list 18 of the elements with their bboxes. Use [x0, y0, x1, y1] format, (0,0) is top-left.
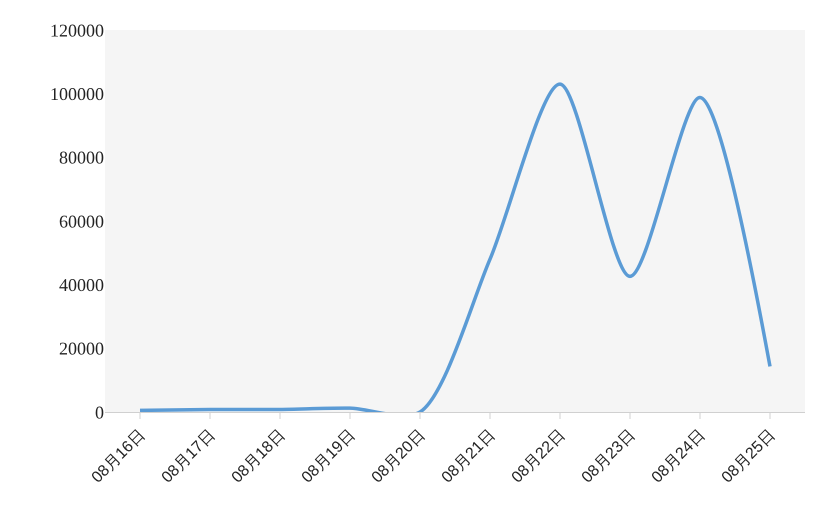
y-tick-label: 20000: [59, 338, 104, 359]
x-tick-label: 08月25日: [718, 426, 778, 486]
y-tick-label: 80000: [59, 148, 104, 168]
x-tick-label: 08月24日: [648, 426, 708, 486]
y-tick-label: 100000: [50, 84, 104, 104]
x-tick-label: 08月23日: [578, 426, 638, 486]
x-tick-label: 08月18日: [228, 426, 288, 486]
x-tick-label: 08月22日: [508, 426, 568, 486]
x-tick-label: 08月20日: [368, 426, 428, 486]
x-tick-label: 08月16日: [88, 426, 148, 486]
y-tick-label: 0: [95, 402, 104, 422]
x-tick-label: 08月21日: [438, 426, 498, 486]
y-tick-label: 40000: [59, 274, 104, 295]
y-tick-label: 120000: [50, 20, 104, 40]
line-series: [138, 82, 772, 412]
x-tick-label: 08月17日: [158, 426, 218, 486]
y-tick-label: 60000: [59, 211, 104, 232]
x-tick-label: 08月19日: [298, 426, 358, 486]
